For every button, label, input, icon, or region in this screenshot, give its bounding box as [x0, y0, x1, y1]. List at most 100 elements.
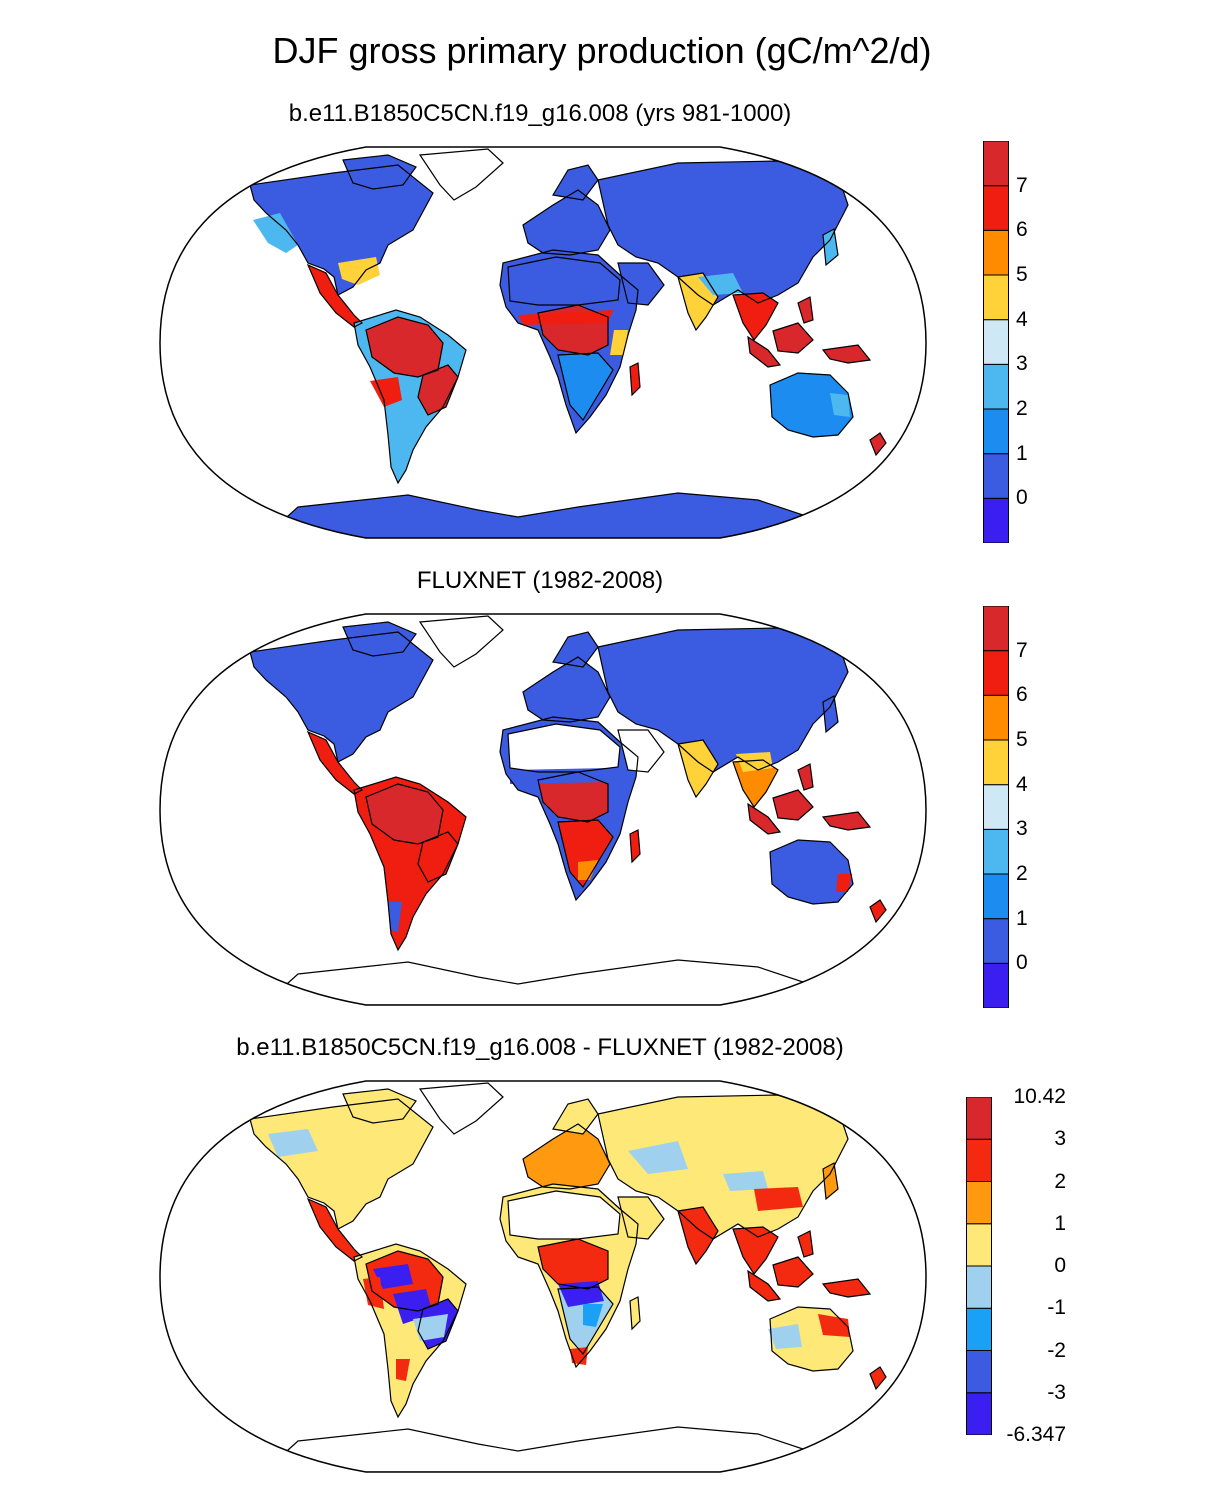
land-region-namerica [250, 165, 433, 295]
page-title: DJF gross primary production (gC/m^2/d) [272, 30, 932, 71]
colorbar-tick-label: 0 [1016, 951, 1028, 975]
data-patch [393, 858, 430, 892]
coastline-australia [769, 1306, 854, 1372]
colorbar-box [983, 363, 1009, 410]
coastline-nz [869, 432, 887, 457]
coastline-africa [499, 1183, 639, 1369]
data-patch [818, 1314, 850, 1337]
coastline-samerica [353, 776, 467, 952]
coastline-greenland [418, 1082, 504, 1135]
map-boundary [159, 613, 927, 1006]
colorbar-box [966, 1392, 992, 1435]
colorbar-tick-label: 1 [1054, 1211, 1066, 1235]
coastline-arabia [617, 262, 665, 306]
land-region-philipp [798, 297, 813, 323]
land-region-borneo [773, 323, 813, 353]
colorbar-box [983, 606, 1009, 652]
coastline-samerica [353, 309, 467, 485]
land-region-philipp [798, 764, 813, 790]
data-patch [393, 1289, 433, 1324]
coastline-greenland [418, 148, 504, 201]
colorbar-box [983, 229, 1009, 276]
data-patch [363, 1277, 384, 1309]
land-region-madag [630, 363, 640, 395]
coastline-scandin [552, 631, 599, 668]
colorbar-tick-label: -1 [1047, 1296, 1066, 1320]
land-region-scandin [553, 165, 598, 200]
coastline-nz [869, 899, 887, 924]
colorbar-box [983, 828, 1009, 875]
coastline-seasia [732, 1226, 779, 1276]
coastline-namerica [249, 631, 434, 763]
coastline-safrica [557, 1286, 614, 1356]
panel-1-subtitle: b.e11.B1850C5CN.f19_g16.008 (yrs 981-100… [288, 100, 792, 127]
coastline-canarctic [342, 1088, 417, 1124]
data-patch [338, 257, 380, 285]
coastline-sahara [507, 723, 621, 773]
coastline-amazon [365, 316, 444, 378]
data-patch [628, 1141, 688, 1174]
colorbar-box [966, 1223, 992, 1267]
land-region-arabia [618, 730, 664, 772]
land-region-sahara [508, 257, 620, 305]
coastline-camerica [306, 730, 364, 795]
land-region-sumatra [748, 1271, 780, 1301]
coastline-africa [499, 249, 639, 435]
world-map-model [159, 146, 927, 539]
coastline-japan [822, 1162, 839, 1201]
coastline-india [677, 739, 719, 799]
coastline-congo [537, 771, 609, 823]
panel-2-subtitle: FLUXNET (1982-2008) [416, 567, 664, 594]
coastline-scandin [552, 164, 599, 201]
coastline-brazilse [417, 831, 459, 883]
colorbar-tick-label: 6 [1016, 218, 1028, 242]
coastline-australia [769, 372, 854, 438]
colorbar-box [983, 408, 1009, 455]
coastline-canarctic [342, 621, 417, 657]
data-patch [413, 1314, 448, 1341]
coastline-madag [629, 1296, 641, 1331]
coastline-congo [537, 304, 609, 356]
data-patch [268, 1129, 318, 1157]
land-region-borneo [773, 1257, 813, 1287]
colorbar-tick-label: 3 [1016, 352, 1028, 376]
land-region-amazon [366, 317, 443, 377]
data-patch [518, 310, 613, 325]
colorbar-box [966, 1265, 992, 1309]
coastline-sumatra [747, 1269, 782, 1302]
map-boundary [159, 1080, 927, 1473]
coastline-borneo [772, 789, 814, 821]
colorbar-tick-label: 5 [1016, 263, 1028, 286]
data-patch [698, 1115, 798, 1154]
land-region-madag [630, 1297, 640, 1329]
colorbar-box [966, 1138, 992, 1182]
land-region-japan [823, 696, 838, 732]
land-region-greenland [420, 149, 503, 200]
coastline-png [821, 1278, 872, 1298]
coastline-nz [869, 1366, 887, 1391]
data-patch [698, 273, 743, 295]
coastline-png [821, 811, 872, 831]
world-map-fluxnet [159, 613, 927, 1006]
coastline-africa [499, 716, 639, 902]
land-region-europe [523, 190, 610, 255]
land-region-australia [770, 373, 853, 437]
colorbar-difference [966, 1097, 992, 1435]
land-region-japan [823, 229, 838, 265]
land-region-canarctic [343, 155, 416, 189]
colorbar-tick-label: 0 [1016, 486, 1028, 510]
land-region-brazilse [418, 365, 458, 415]
land-region-antarctica [278, 1427, 818, 1472]
land-region-arabia [618, 263, 664, 305]
land-region-scandin [553, 632, 598, 667]
colorbar-tick-label: 5 [1016, 728, 1028, 751]
colorbar-box [966, 1350, 992, 1394]
land-region-europe [523, 1124, 610, 1189]
land-region-antarctica [278, 960, 818, 1005]
land-region-greenland [420, 616, 503, 667]
data-patch [754, 1187, 803, 1211]
panel-3-subtitle: b.e11.B1850C5CN.f19_g16.008 - FLUXNET (1… [236, 1034, 844, 1061]
coastline-borneo [772, 322, 814, 354]
colorbar-box [983, 694, 1009, 741]
land-region-seasia [733, 293, 778, 340]
